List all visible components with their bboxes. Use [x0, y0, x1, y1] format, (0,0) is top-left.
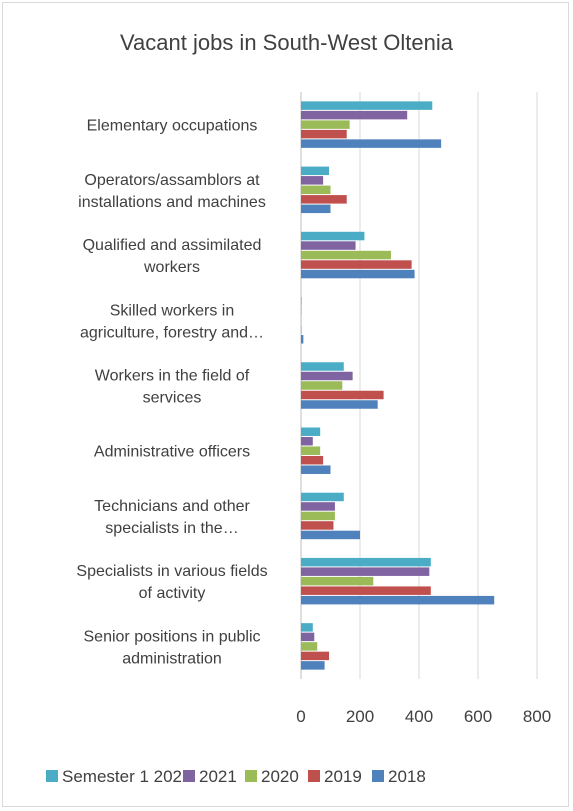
legend-swatch: [183, 770, 195, 782]
bar: [301, 362, 344, 371]
bar: [301, 642, 318, 651]
bar: [301, 436, 313, 446]
legend-swatch: [308, 770, 320, 782]
bar: [301, 185, 331, 195]
bar: [301, 166, 330, 176]
chart-title: Vacant jobs in South-West Oltenia: [119, 30, 454, 55]
legend-label: 2018: [388, 767, 426, 786]
category-label: of activity: [139, 585, 206, 602]
legend-label: 2021: [199, 767, 237, 786]
category-label: specialists in the…: [105, 520, 238, 537]
legend: Semester 1 2022 2021 2020 2019 2018: [46, 767, 426, 786]
category-label: Administrative officers: [94, 444, 250, 461]
bar: [301, 204, 331, 214]
category-label: Senior positions in public: [84, 628, 261, 645]
bar: [301, 297, 302, 306]
bar: [301, 427, 321, 436]
bar: [301, 400, 378, 409]
category-label: Workers in the field of: [95, 368, 250, 385]
bar: [301, 120, 350, 129]
category-label: administration: [122, 650, 222, 667]
legend-swatch: [46, 770, 58, 782]
category-label: Technicians and other: [94, 498, 250, 515]
bar: [301, 250, 391, 260]
legend-swatch: [245, 770, 257, 782]
bar: [301, 269, 415, 279]
bar: [301, 632, 315, 642]
bar: [301, 195, 347, 204]
category-label: Skilled workers in: [110, 302, 234, 319]
bar: [301, 260, 412, 269]
bar: [301, 530, 360, 540]
x-tick-label: 0: [296, 707, 305, 726]
bar: [301, 586, 431, 595]
category-label: installations and machines: [78, 194, 266, 211]
bars: [301, 101, 495, 670]
category-label: Operators/assamblors at: [84, 172, 260, 189]
bar: [301, 101, 433, 110]
category-label: workers: [143, 259, 200, 276]
bar: [301, 521, 334, 530]
bar: [301, 511, 335, 521]
bar: [301, 567, 430, 576]
category-label: Elementary occupations: [87, 118, 258, 135]
bar: [301, 390, 384, 400]
x-tick-label: 400: [405, 707, 433, 726]
bar: [301, 110, 408, 120]
bar: [301, 623, 313, 632]
bar: [301, 129, 347, 139]
bar: [301, 139, 442, 148]
bar: [301, 335, 304, 344]
legend-label: 2020: [261, 767, 299, 786]
category-label: Qualified and assimilated: [83, 237, 262, 254]
x-tick-labels: 0 200 400 600 800: [296, 707, 551, 726]
bar: [301, 661, 325, 670]
bar: [301, 651, 330, 661]
bar: [301, 455, 324, 465]
bar: [301, 502, 335, 511]
legend-label: Semester 1 2022: [62, 767, 191, 786]
bar: [301, 241, 356, 250]
bar: [301, 231, 365, 241]
x-tick-label: 800: [523, 707, 551, 726]
bar: [301, 465, 331, 474]
x-tick-label: 200: [346, 707, 374, 726]
bar: [301, 446, 321, 455]
bar: [301, 557, 431, 567]
bar: [301, 492, 344, 502]
bar: [301, 576, 374, 586]
bar: [301, 371, 353, 381]
bar: [301, 176, 324, 185]
category-label: agriculture, forestry and…: [80, 324, 264, 341]
category-labels: Elementary occupations Operators/assamblo…: [76, 118, 267, 668]
legend-swatch: [372, 770, 384, 782]
category-label: Specialists in various fields: [76, 563, 267, 580]
legend-label: 2019: [324, 767, 362, 786]
bar: [301, 381, 343, 390]
bar: [301, 595, 495, 605]
x-tick-label: 600: [464, 707, 492, 726]
category-label: services: [143, 390, 202, 407]
